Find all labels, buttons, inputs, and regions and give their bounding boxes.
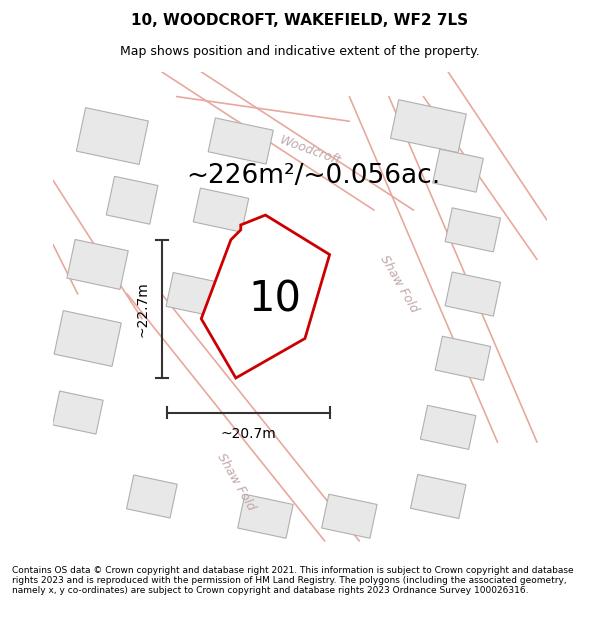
Polygon shape	[322, 494, 377, 538]
Polygon shape	[410, 474, 466, 519]
Text: Shaw Fold: Shaw Fold	[214, 451, 257, 512]
Text: 10, WOODCROFT, WAKEFIELD, WF2 7LS: 10, WOODCROFT, WAKEFIELD, WF2 7LS	[131, 12, 469, 28]
Polygon shape	[208, 118, 274, 164]
Text: Contains OS data © Crown copyright and database right 2021. This information is : Contains OS data © Crown copyright and d…	[12, 566, 574, 596]
Polygon shape	[54, 311, 121, 366]
Polygon shape	[445, 208, 500, 252]
Text: 10: 10	[249, 278, 302, 320]
Polygon shape	[238, 494, 293, 538]
Polygon shape	[433, 149, 484, 192]
Polygon shape	[76, 107, 148, 164]
Text: Map shows position and indicative extent of the property.: Map shows position and indicative extent…	[120, 45, 480, 58]
Polygon shape	[193, 188, 249, 232]
Polygon shape	[106, 176, 158, 224]
Polygon shape	[127, 475, 177, 518]
Text: ~22.7m: ~22.7m	[136, 281, 149, 337]
Text: ~20.7m: ~20.7m	[220, 428, 276, 441]
Text: Shaw Fold: Shaw Fold	[377, 253, 421, 315]
Polygon shape	[201, 215, 329, 378]
Polygon shape	[445, 272, 500, 316]
Polygon shape	[391, 99, 466, 152]
Polygon shape	[52, 391, 103, 434]
Text: Woodcroft: Woodcroft	[277, 134, 343, 168]
Text: ~226m²/~0.056ac.: ~226m²/~0.056ac.	[187, 162, 440, 189]
Polygon shape	[166, 272, 217, 316]
Polygon shape	[421, 406, 476, 449]
Polygon shape	[435, 336, 491, 380]
Polygon shape	[67, 239, 128, 289]
